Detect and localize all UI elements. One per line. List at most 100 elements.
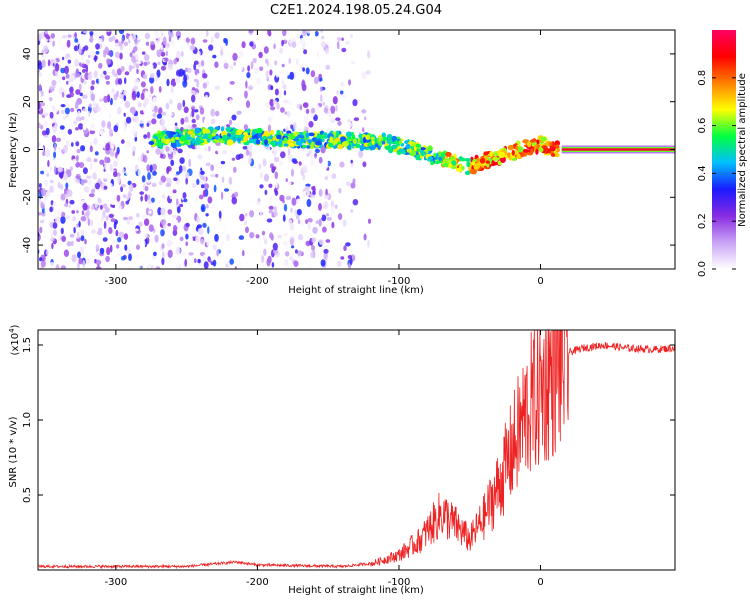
spectrogram-ridge-cell xyxy=(341,141,349,147)
spectrogram-cell xyxy=(49,185,54,193)
spectrogram-cell xyxy=(178,37,184,45)
spectrogram-cell xyxy=(65,215,71,220)
spectrogram-cell xyxy=(139,191,145,195)
spectrogram-cell xyxy=(132,150,135,157)
spectrogram-cell xyxy=(191,106,196,110)
spectrogram-cell xyxy=(176,69,182,78)
spectrogram-cell xyxy=(40,260,46,268)
spectrogram-cell xyxy=(92,172,97,180)
spectrogram-cell xyxy=(59,260,64,266)
spectrogram-cell xyxy=(50,45,56,52)
spectrogram-cell xyxy=(275,73,279,78)
spectrogram-cell xyxy=(312,190,316,195)
spectrogram-cell xyxy=(165,50,168,57)
spectrogram-cell xyxy=(216,162,221,169)
spectrogram-cell xyxy=(96,230,103,236)
spectrogram-cell xyxy=(217,146,222,155)
spectrogram-cell xyxy=(185,152,190,158)
spectrogram-cell xyxy=(194,163,200,168)
spectrogram-cell xyxy=(176,206,181,214)
spectrogram-cell xyxy=(182,165,186,171)
spectrogram-cell xyxy=(133,78,140,85)
spectrogram-cell xyxy=(285,251,290,257)
spectrogram-ridge-cell xyxy=(289,142,295,147)
spectrogram-cell xyxy=(244,90,248,99)
spectrogram-cell xyxy=(147,61,151,65)
spectrogram-cell xyxy=(274,171,278,180)
spectrogram-cell xyxy=(160,207,166,216)
spectrogram-cell xyxy=(133,228,139,232)
spectrogram-cell xyxy=(155,266,161,269)
spectrogram-cell xyxy=(149,94,152,98)
spectrogram-cell xyxy=(198,180,203,186)
spectrogram-cell xyxy=(283,90,287,96)
colorbar-tick-label: 0.4 xyxy=(697,165,708,181)
spectrogram-cell xyxy=(193,63,197,71)
spectrogram-cell xyxy=(117,248,123,257)
spectrogram-cell xyxy=(42,53,46,58)
spectrogram-cell xyxy=(194,258,197,264)
spectrogram-cell xyxy=(109,164,113,172)
spectrogram-cell xyxy=(45,249,49,256)
spectrogram-cell xyxy=(52,105,58,114)
spectrogram-ridge-cell xyxy=(530,139,536,143)
spectrogram-cell xyxy=(95,244,100,250)
spectrogram-cell xyxy=(302,165,308,172)
spectrogram-ridge-cell xyxy=(322,132,328,136)
spectrogram-cell xyxy=(307,221,311,230)
spectrogram-ridge-cell xyxy=(157,141,162,148)
spectrogram-cell xyxy=(352,199,359,206)
spectrogram-cell xyxy=(50,261,55,268)
spectrogram-cell xyxy=(61,91,65,98)
spectrogram-cell xyxy=(179,181,185,186)
spectrogram-cell xyxy=(185,87,190,95)
spectrogram-cell xyxy=(266,218,273,223)
spectrogram-cell xyxy=(161,111,167,116)
spectrogram-cell xyxy=(167,240,174,246)
spectrogram-cell xyxy=(214,43,219,50)
spectrogram-x-axis-label: Height of straight line (km) xyxy=(288,285,424,296)
spectrogram-cell xyxy=(306,189,310,197)
spectrogram-ridge-cell xyxy=(276,134,282,140)
spectrogram-ridge-cell xyxy=(551,153,556,157)
spectrogram-ridge-cell xyxy=(156,132,164,139)
spectrogram-cell xyxy=(49,111,54,119)
spectrogram-cell xyxy=(38,261,42,269)
spectrogram-cell xyxy=(243,124,248,131)
spectrogram-cell xyxy=(325,188,328,197)
spectrogram-cell xyxy=(158,180,163,186)
spectrogram-cell xyxy=(191,257,194,266)
spectrogram-cell xyxy=(334,204,338,209)
spectrogram-cell xyxy=(189,264,194,269)
spectrogram-cell xyxy=(123,175,127,182)
spectrogram-ridge-cell xyxy=(485,160,490,164)
spectrogram-cell xyxy=(287,148,291,157)
spectrogram-cell xyxy=(175,50,181,59)
spectrogram-cell xyxy=(84,238,87,245)
spectrogram-cell xyxy=(297,219,301,225)
spectrogram-cell xyxy=(120,152,124,158)
spectrogram-cell xyxy=(305,108,310,114)
spectrogram-cell xyxy=(124,71,130,76)
spectrogram-cell xyxy=(45,127,50,136)
spectrogram-cell xyxy=(104,162,110,171)
spectrogram-ridge-cell xyxy=(359,145,365,152)
spectrogram-ridge-cell xyxy=(435,161,439,165)
spectrogram-cell xyxy=(76,262,80,269)
spectrogram-cell xyxy=(180,117,185,125)
spectrogram-cell xyxy=(231,157,236,161)
spectrogram-cell xyxy=(312,226,318,234)
spectrogram-cell xyxy=(60,184,64,190)
spectrogram-cell xyxy=(105,142,110,151)
spectrogram-cell xyxy=(206,80,209,86)
spectrogram-cell xyxy=(105,255,110,263)
spectrogram-cell xyxy=(137,102,142,108)
spectrogram-cell xyxy=(144,32,151,40)
spectrogram-cell xyxy=(350,148,354,156)
spectrogram-cell xyxy=(75,116,81,122)
spectrogram-ridge-cell xyxy=(437,151,442,155)
spectrogram-cell xyxy=(274,39,278,45)
spectrogram-cell xyxy=(320,30,324,33)
spectrogram-ridge-cell xyxy=(466,160,471,168)
spectrogram-cell xyxy=(43,120,48,127)
